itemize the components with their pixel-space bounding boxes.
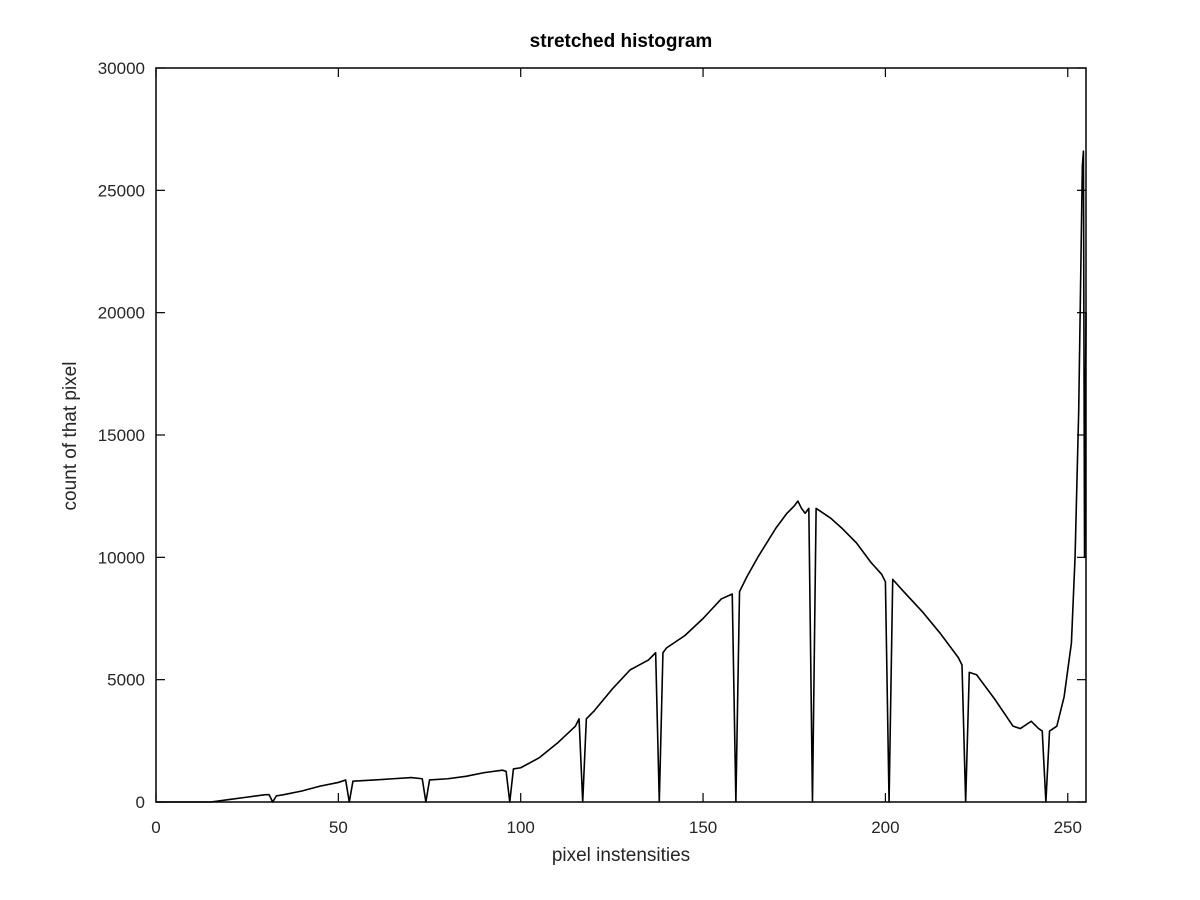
y-tick-label: 20000 (98, 304, 145, 323)
y-axis-label: count of that pixel (60, 362, 81, 511)
chart-title: stretched histogram (530, 31, 713, 52)
y-tick-label: 10000 (98, 548, 145, 567)
y-tick-label: 15000 (98, 426, 145, 445)
x-tick-label: 200 (871, 818, 899, 837)
x-tick-label: 0 (151, 818, 160, 837)
plot-area: 0 50 100 150 200 250 0 5000 10000 15000 20000 25000… (98, 59, 1087, 837)
histogram-line (156, 150, 1087, 803)
x-axis-label: pixel instensities (552, 845, 690, 866)
x-tick-label: 50 (329, 818, 348, 837)
axes-box (155, 67, 1087, 803)
x-tick-label: 150 (689, 818, 717, 837)
y-tick-label: 0 (136, 793, 145, 812)
y-tick-label: 30000 (98, 59, 145, 78)
x-tick-label: 100 (507, 818, 535, 837)
x-tick-label: 250 (1054, 818, 1082, 837)
y-tick-label: 5000 (107, 671, 145, 690)
y-tick-label: 25000 (98, 181, 145, 200)
